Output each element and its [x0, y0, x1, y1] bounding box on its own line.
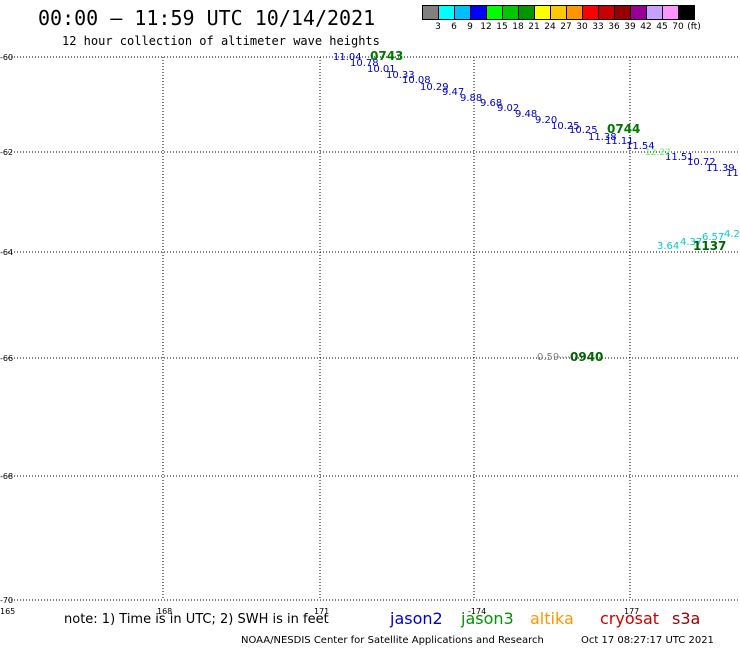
swh-value-jason2: 9.68: [480, 98, 502, 109]
satellite-name-cryosat: cryosat: [600, 609, 660, 628]
pass-time-label: 0940: [570, 350, 603, 364]
swh-value-jason2: 9.88: [460, 93, 482, 104]
satellite-name-jason3: jason3: [461, 609, 514, 628]
legend-label: 18: [512, 22, 524, 32]
swh-value-jason2: 9.20: [535, 115, 557, 126]
color-legend: [422, 5, 695, 20]
satellite-name-jason2: jason2: [390, 609, 443, 628]
legend-label: 36: [608, 22, 620, 32]
latitude-label: -64: [0, 248, 13, 257]
legend-label: 21: [528, 22, 540, 32]
swh-value-jason2: 9.47: [442, 87, 464, 98]
map-tick-labels: -60 -62 -64 -66 -68 -70 165 168 171 -174 177: [0, 53, 639, 616]
footer-note: note: 1) Time is in UTC; 2) SWH is in fe…: [64, 612, 329, 627]
latitude-label: -66: [0, 354, 13, 363]
legend-label: 45: [656, 22, 668, 32]
footer-timestamp: Oct 17 08:27:17 UTC 2021: [581, 635, 714, 646]
swh-value-cyan: 3.64: [657, 241, 679, 252]
swh-value-jason2: 10.72: [687, 157, 716, 168]
legend-label: (ft): [687, 22, 701, 32]
latitude-label: -60: [0, 53, 13, 62]
longitude-label: 168: [157, 607, 172, 616]
swh-value-jason2: 10.25: [569, 125, 598, 136]
pass-time-label: 0743: [370, 49, 403, 63]
longitude-label: -174: [468, 607, 486, 616]
footer-credit: NOAA/NESDIS Center for Satellite Applica…: [241, 635, 544, 646]
altimeter-tracks: 11.0410.7810.0110.3310.0810.299.479.889.…: [333, 49, 740, 364]
satellite-name-altika: altika: [530, 609, 574, 628]
legend-label: 39: [624, 22, 636, 32]
legend-label: 24: [544, 22, 556, 32]
legend-label: 12: [480, 22, 492, 32]
longitude-label: 177: [624, 607, 639, 616]
swh-value-jason2: 10.25: [551, 121, 580, 132]
swh-value-jason2: 9.02: [497, 103, 519, 114]
swh-value-jason2: 11.04: [333, 52, 362, 63]
swh-value-jason2: 11.39: [706, 163, 735, 174]
legend-label: 9: [467, 22, 473, 32]
swh-value-jason2: 10.01: [367, 64, 396, 75]
swh-value-light: 12.22: [645, 148, 671, 158]
swh-value-grey: 0.59: [537, 352, 559, 363]
legend-label: 70: [672, 22, 684, 32]
legend-label: 27: [560, 22, 572, 32]
swh-value-cyan: 4.37: [680, 237, 702, 248]
swh-value-jason2: 10.78: [350, 58, 379, 69]
swh-value-jason2: 11.54: [626, 141, 655, 152]
swh-value-jason2: 11.11: [605, 136, 634, 147]
swh-value-jason2: 9.48: [515, 109, 537, 120]
swh-value-jason2: 11: [726, 168, 739, 179]
legend-label: 15: [496, 22, 508, 32]
pass-time-label: 0744: [607, 122, 640, 136]
swh-value-jason2: 10.29: [420, 82, 449, 93]
legend-label: 6: [451, 22, 457, 32]
legend-label: 42: [640, 22, 652, 32]
map-grid: [8, 56, 738, 601]
legend-label: 33: [592, 22, 604, 32]
latitude-label: -68: [0, 472, 13, 481]
latitude-label: -62: [0, 148, 13, 157]
latitude-label: -70: [0, 596, 13, 605]
swh-value-jason2: 10.33: [386, 70, 415, 81]
swh-value-jason2: 11.38: [588, 132, 617, 143]
swh-value-cyan: 6.57: [702, 232, 724, 243]
swh-value-cyan: 4.2: [724, 229, 740, 240]
longitude-label: 165: [0, 607, 15, 616]
legend-swatch: [678, 5, 695, 20]
swh-value-jason2: 10.08: [402, 75, 431, 86]
longitude-label: 171: [314, 607, 329, 616]
legend-label: 3: [435, 22, 441, 32]
page-subtitle: 12 hour collection of altimeter wave hei…: [62, 34, 380, 48]
satellite-name-s3a: s3a: [672, 609, 701, 628]
legend-label: 30: [576, 22, 588, 32]
pass-time-label: 1137: [693, 239, 726, 253]
page-title: 00:00 – 11:59 UTC 10/14/2021: [38, 6, 376, 30]
swh-value-jason2: 11.51: [665, 152, 694, 163]
